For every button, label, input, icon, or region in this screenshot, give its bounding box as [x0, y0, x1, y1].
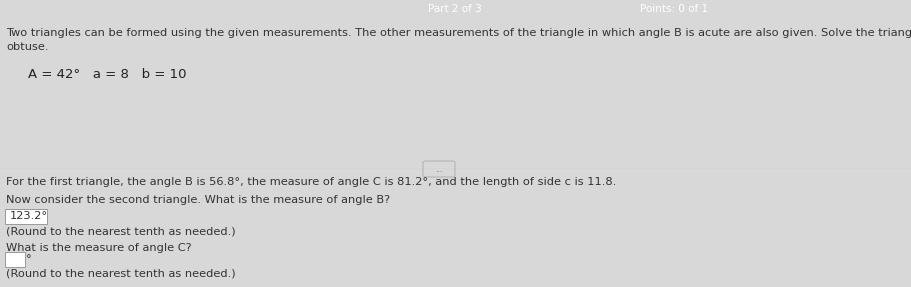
FancyBboxPatch shape [423, 161, 455, 177]
FancyBboxPatch shape [5, 252, 25, 267]
Text: A = 42°   a = 8   b = 10: A = 42° a = 8 b = 10 [28, 68, 187, 81]
Text: What is the measure of angle C?: What is the measure of angle C? [6, 243, 191, 253]
Text: Two triangles can be formed using the given measurements. The other measurements: Two triangles can be formed using the gi… [6, 28, 911, 38]
Text: °: ° [26, 254, 32, 264]
FancyBboxPatch shape [5, 209, 47, 224]
Text: (Round to the nearest tenth as needed.): (Round to the nearest tenth as needed.) [6, 226, 236, 236]
Text: Part 2 of 3: Part 2 of 3 [428, 4, 482, 14]
Text: Now consider the second triangle. What is the measure of angle B?: Now consider the second triangle. What i… [6, 195, 390, 205]
Text: 123.2°: 123.2° [10, 211, 48, 221]
Text: ...: ... [435, 165, 443, 174]
Text: For the first triangle, the angle B is 56.8°, the measure of angle C is 81.2°, a: For the first triangle, the angle B is 5… [6, 177, 616, 187]
Text: (Round to the nearest tenth as needed.): (Round to the nearest tenth as needed.) [6, 269, 236, 279]
Text: Points: 0 of 1: Points: 0 of 1 [640, 4, 708, 14]
Text: obtuse.: obtuse. [6, 42, 48, 52]
